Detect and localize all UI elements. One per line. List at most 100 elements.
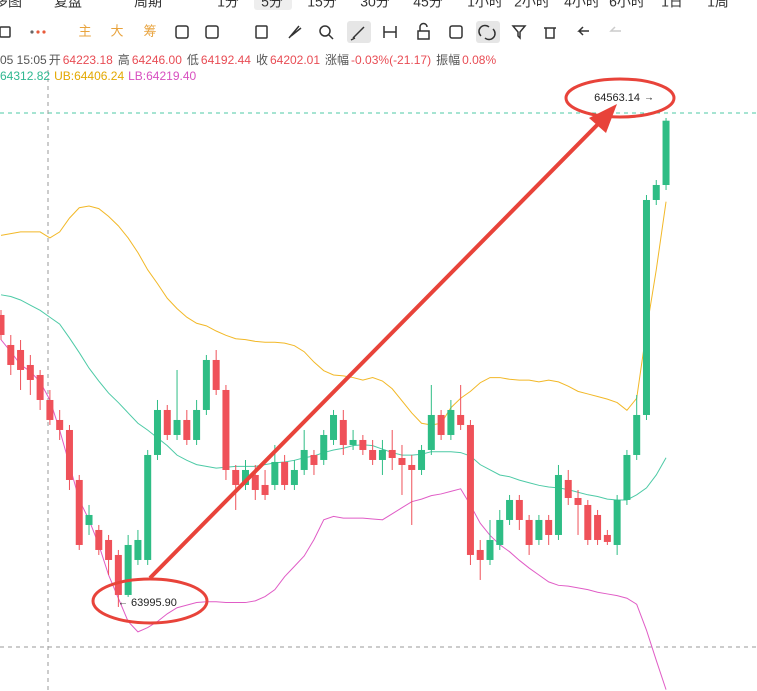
candle-body xyxy=(349,439,357,445)
band-line xyxy=(0,294,667,501)
indicator-button: 大 xyxy=(110,23,123,38)
period-tab[interactable]: 周期 xyxy=(134,0,162,10)
candle-body xyxy=(613,499,621,545)
candle-body xyxy=(26,364,34,380)
info-text: 64202.01 xyxy=(269,53,321,67)
info-text: 64223.18 xyxy=(62,53,113,67)
candle-body xyxy=(310,454,318,465)
candle-body xyxy=(144,454,152,560)
candle-body xyxy=(652,184,660,200)
candle-body xyxy=(378,449,386,460)
candle-body xyxy=(46,399,54,420)
candle-body xyxy=(0,314,5,335)
candle-body xyxy=(163,409,171,435)
candle-body xyxy=(75,479,83,545)
period-tab[interactable]: 多图 xyxy=(0,0,22,10)
candle-body xyxy=(56,419,64,430)
candle-body xyxy=(183,419,191,440)
candle-body xyxy=(623,454,631,500)
period-tab[interactable]: 复盘 xyxy=(54,0,82,10)
period-tab[interactable]: 1分 xyxy=(217,0,239,10)
candle-body xyxy=(242,469,249,485)
period-tab[interactable]: 1小时 xyxy=(467,0,503,10)
candle-body xyxy=(418,449,426,470)
info-text: 收 xyxy=(255,53,268,67)
indicator-value: UB:64406.24 xyxy=(54,69,125,83)
candle-body xyxy=(564,479,572,498)
candle-body xyxy=(369,449,377,460)
candle-body xyxy=(545,519,553,535)
candle-body xyxy=(271,461,279,485)
candle-body xyxy=(95,529,103,550)
candle-body xyxy=(153,409,161,455)
band-line xyxy=(0,339,667,690)
period-tab[interactable]: 5分 xyxy=(261,0,283,10)
candle-body xyxy=(85,514,93,525)
period-tab[interactable]: 15分 xyxy=(307,0,337,10)
candle-body xyxy=(515,499,523,520)
info-text: 05 15:05 xyxy=(0,53,47,67)
trend-arrow xyxy=(148,116,606,580)
candle-body xyxy=(261,484,269,495)
candle-body xyxy=(320,434,328,460)
indicator-value: 64312.82 xyxy=(0,69,51,83)
candle-body xyxy=(290,469,298,485)
marker-arrow: ← xyxy=(118,598,128,609)
period-tab[interactable]: 30分 xyxy=(360,0,390,10)
candle-body xyxy=(662,120,670,185)
candle-body xyxy=(457,414,465,425)
info-text: 低 xyxy=(186,53,199,67)
candle-body xyxy=(359,439,367,450)
candle-body xyxy=(506,499,514,520)
candle-body xyxy=(7,344,15,365)
redo-icon[interactable] xyxy=(609,26,621,32)
candle-body xyxy=(633,414,641,455)
candle-body xyxy=(232,469,240,485)
indicator-row: 64312.82 UB:64406.24 LB:64219.40 xyxy=(0,69,200,83)
candle-body xyxy=(134,539,142,560)
period-tab[interactable]: 4小时 xyxy=(564,0,600,10)
candle-body xyxy=(173,419,181,435)
candle-body xyxy=(17,349,25,370)
period-tab[interactable]: 1日 xyxy=(661,0,683,10)
period-tab[interactable]: 6小时 xyxy=(609,0,645,10)
price-marker: 64563.14 xyxy=(594,92,640,104)
candle-body xyxy=(584,504,592,540)
candle-body xyxy=(427,414,435,450)
info-text: 64246.00 xyxy=(131,53,182,67)
candle-body xyxy=(105,539,113,560)
indicator-value: LB:64219.40 xyxy=(128,69,197,83)
candle-body xyxy=(65,429,73,480)
indicator-button: 筹 xyxy=(143,23,156,38)
period-tab[interactable]: 2小时 xyxy=(514,0,550,10)
info-text: 开 xyxy=(48,53,61,67)
plot: 64563.14 → ← 63995.90 xyxy=(0,77,676,690)
info-text: 涨幅 xyxy=(325,53,350,67)
indicator-button: 主 xyxy=(78,23,91,38)
highlight-ellipse xyxy=(91,577,209,625)
band-line xyxy=(0,201,667,426)
dot xyxy=(30,30,34,34)
candle-body xyxy=(330,414,338,440)
candle-body xyxy=(339,419,347,445)
candle-body xyxy=(398,457,406,465)
period-tab[interactable]: 1周 xyxy=(707,0,729,10)
info-text: 高 xyxy=(117,53,130,67)
candle-body xyxy=(36,374,44,400)
candle-body xyxy=(114,554,122,595)
candle-body xyxy=(496,519,504,545)
period-tab[interactable]: 45分 xyxy=(413,0,443,10)
candle-body xyxy=(251,474,259,490)
dot xyxy=(42,30,46,34)
dot xyxy=(36,30,40,34)
candle-body xyxy=(193,409,201,440)
info-text: 振幅 xyxy=(436,53,461,67)
candle-body xyxy=(476,549,484,560)
candle-body xyxy=(388,449,396,458)
candle-body xyxy=(202,359,210,410)
highlight-ellipse xyxy=(564,77,676,119)
arrow-head xyxy=(589,104,617,133)
toolbar-icons[interactable] xyxy=(0,22,589,41)
candle-body xyxy=(212,359,220,390)
